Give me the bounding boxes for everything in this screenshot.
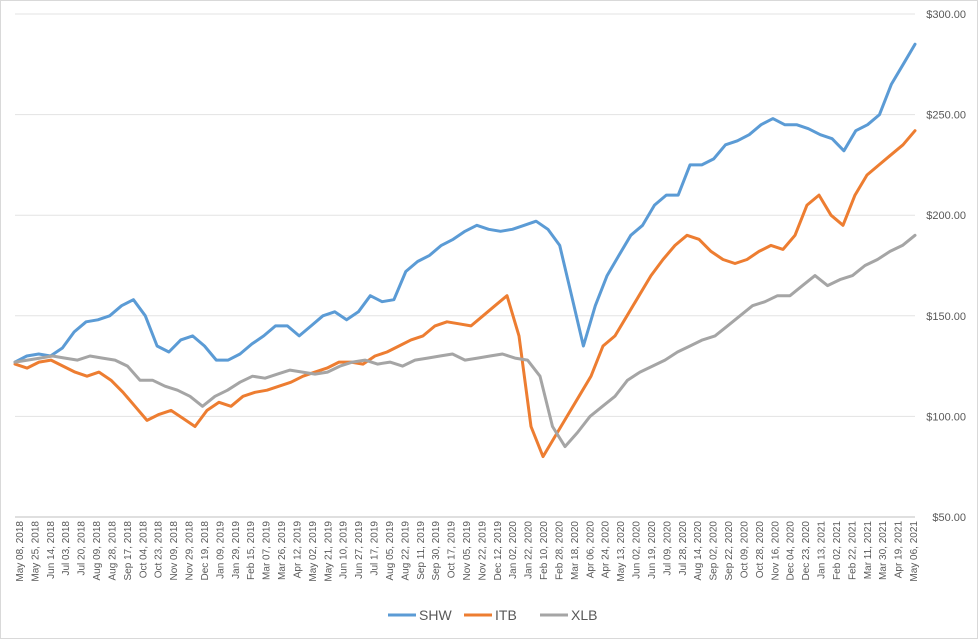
x-tick-label: Feb 28, 2020 (554, 521, 565, 580)
legend-label-itb: ITB (495, 607, 517, 623)
x-tick-label: Jun 19, 2020 (647, 521, 658, 579)
x-tick-label: Aug 14, 2020 (693, 521, 704, 581)
series-line-xlb (13, 233, 917, 449)
x-tick-label: Sep 22, 2020 (724, 521, 735, 581)
x-tick-label: Feb 02, 2021 (832, 521, 843, 580)
x-tick-label: Apr 06, 2020 (585, 521, 596, 579)
x-tick-label: Jun 10, 2019 (339, 521, 350, 579)
y-tick-label: $50.00 (932, 512, 966, 524)
x-tick-label: Oct 09, 2020 (739, 521, 750, 579)
x-tick-label: Oct 17, 2019 (447, 521, 458, 579)
legend-label-shw: SHW (419, 607, 452, 623)
series-line-itb (13, 129, 917, 459)
x-tick-label: May 02, 2019 (308, 521, 319, 582)
y-tick-label: $150.00 (926, 311, 966, 323)
x-tick-label: Apr 19, 2021 (894, 521, 905, 579)
x-tick-label: Jan 29, 2019 (231, 521, 242, 579)
x-tick-label: Nov 16, 2020 (770, 521, 781, 581)
x-tick-label: Jul 03, 2018 (61, 521, 72, 576)
x-tick-label: Sep 02, 2020 (709, 521, 720, 581)
x-tick-label: May 13, 2020 (616, 521, 627, 582)
y-tick-label: $300.00 (926, 9, 966, 21)
x-tick-label: Dec 04, 2020 (786, 521, 797, 581)
x-tick-label: May 25, 2018 (30, 521, 41, 582)
x-tick-label: Aug 09, 2018 (92, 521, 103, 581)
legend: SHW ITB XLB (388, 607, 597, 623)
x-tick-label: Feb 22, 2021 (847, 521, 858, 580)
x-tick-label: Nov 29, 2018 (185, 521, 196, 581)
x-tick-label: Oct 04, 2018 (138, 521, 149, 579)
x-tick-label: Mar 30, 2021 (878, 521, 889, 580)
x-tick-label: Apr 24, 2020 (601, 521, 612, 579)
x-tick-label: Jan 09, 2019 (215, 521, 226, 579)
x-tick-label: Nov 09, 2018 (169, 521, 180, 581)
x-tick-label: Aug 22, 2019 (400, 521, 411, 581)
x-tick-label: Mar 11, 2021 (863, 521, 874, 580)
x-tick-label: Jul 09, 2020 (662, 521, 673, 576)
x-tick-label: May 08, 2018 (15, 521, 26, 582)
x-tick-label: Aug 05, 2019 (385, 521, 396, 581)
x-tick-label: Jan 02, 2020 (508, 521, 519, 579)
x-axis-ticks: May 08, 2018 May 25, 2018 Jun 14, 2018 Jul … (15, 521, 920, 582)
x-tick-label: May 21, 2019 (323, 521, 334, 582)
series-lines (13, 42, 917, 459)
x-tick-label: Nov 05, 2019 (462, 521, 473, 581)
x-tick-label: Sep 17, 2018 (123, 521, 134, 581)
x-tick-label: Sep 30, 2019 (431, 521, 442, 581)
x-tick-label: Aug 28, 2018 (107, 521, 118, 581)
x-tick-label: Nov 22, 2019 (477, 521, 488, 581)
y-tick-label: $250.00 (926, 110, 966, 122)
x-tick-label: Jul 20, 2018 (77, 521, 88, 576)
series-line-shw (13, 42, 917, 364)
x-tick-label: Sep 11, 2019 (416, 521, 427, 580)
x-tick-label: Dec 19, 2018 (200, 521, 211, 581)
y-axis-ticks: $300.00 $250.00 $200.00 $150.00 $100.00 $50.0… (926, 9, 966, 524)
x-tick-label: Jun 27, 2019 (354, 521, 365, 579)
x-tick-label: Jul 28, 2020 (678, 521, 689, 576)
y-tick-label: $100.00 (926, 411, 966, 423)
x-tick-label: Feb 15, 2019 (246, 521, 257, 580)
x-tick-label: Dec 23, 2020 (801, 521, 812, 581)
x-tick-label: Apr 12, 2019 (292, 521, 303, 579)
x-tick-label: Jun 02, 2020 (632, 521, 643, 579)
x-tick-label: Jun 14, 2018 (46, 521, 57, 579)
x-tick-label: Mar 26, 2019 (277, 521, 288, 580)
x-tick-label: Mar 18, 2020 (570, 521, 581, 580)
x-tick-label: Jan 13, 2021 (817, 521, 828, 579)
x-tick-label: Jan 22, 2020 (524, 521, 535, 579)
y-tick-label: $200.00 (926, 210, 966, 222)
x-tick-label: Dec 12, 2019 (493, 521, 504, 581)
x-tick-label: Mar 07, 2019 (262, 521, 273, 580)
gridlines (15, 13, 915, 518)
x-tick-label: May 06, 2021 (909, 521, 920, 582)
legend-label-xlb: XLB (571, 607, 597, 623)
x-tick-label: Oct 23, 2018 (154, 521, 165, 579)
x-tick-label: Jul 17, 2019 (370, 521, 381, 576)
x-tick-label: Oct 28, 2020 (755, 521, 766, 579)
x-tick-label: Feb 10, 2020 (539, 521, 550, 580)
